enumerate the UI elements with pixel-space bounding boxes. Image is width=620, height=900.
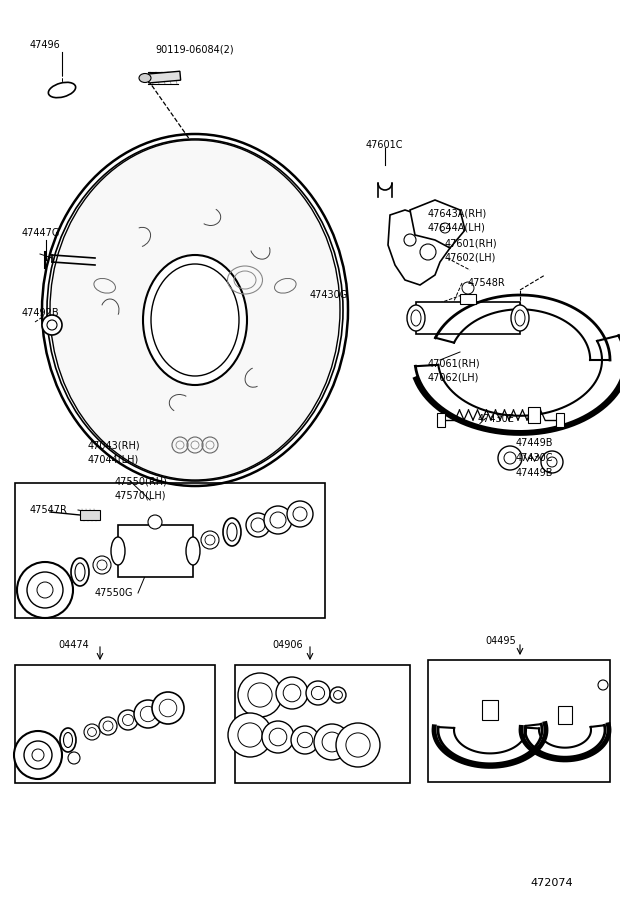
Bar	[15, 665, 215, 783]
Bar	[416, 302, 520, 334]
Circle shape	[314, 724, 350, 760]
Ellipse shape	[407, 305, 425, 331]
Circle shape	[287, 501, 313, 527]
Circle shape	[148, 515, 162, 529]
Ellipse shape	[223, 518, 241, 546]
Text: 47449B: 47449B	[516, 468, 554, 478]
Text: 04474: 04474	[58, 640, 89, 650]
Text: 47548R: 47548R	[468, 278, 506, 288]
Circle shape	[17, 562, 73, 618]
Ellipse shape	[186, 537, 200, 565]
Ellipse shape	[139, 74, 151, 83]
Text: 47644A(LH): 47644A(LH)	[428, 223, 486, 233]
Circle shape	[68, 752, 80, 764]
Text: 47044(LH): 47044(LH)	[88, 455, 140, 465]
Circle shape	[498, 446, 522, 470]
Bar	[15, 483, 325, 618]
Circle shape	[330, 687, 346, 703]
Ellipse shape	[511, 305, 529, 331]
Text: 47447G: 47447G	[22, 228, 60, 238]
Text: 47043(RH): 47043(RH)	[88, 440, 141, 450]
Text: 47430E: 47430E	[478, 414, 515, 424]
Circle shape	[118, 710, 138, 730]
Text: 47643A(RH): 47643A(RH)	[428, 208, 487, 218]
Text: 47062(LH): 47062(LH)	[428, 373, 479, 383]
Circle shape	[152, 692, 184, 724]
Circle shape	[201, 531, 219, 549]
Bar	[235, 665, 410, 783]
Text: 47601(RH): 47601(RH)	[445, 238, 498, 248]
Text: 47061(RH): 47061(RH)	[428, 358, 480, 368]
Text: 47430G: 47430G	[310, 290, 348, 300]
Text: 47550G: 47550G	[95, 588, 133, 598]
Circle shape	[264, 506, 292, 534]
Text: 47547R: 47547R	[30, 505, 68, 515]
Bar	[482, 700, 498, 720]
Circle shape	[336, 723, 380, 767]
Circle shape	[84, 724, 100, 740]
Ellipse shape	[60, 728, 76, 752]
Bar	[428, 660, 610, 782]
Ellipse shape	[71, 558, 89, 586]
Polygon shape	[410, 200, 465, 248]
Circle shape	[228, 713, 272, 757]
Circle shape	[93, 556, 111, 574]
Circle shape	[541, 451, 563, 473]
Circle shape	[14, 731, 62, 779]
Text: 47602(LH): 47602(LH)	[445, 253, 497, 263]
Circle shape	[276, 677, 308, 709]
Circle shape	[291, 726, 319, 754]
Polygon shape	[388, 210, 450, 285]
Text: 47570(LH): 47570(LH)	[115, 491, 167, 501]
Circle shape	[42, 315, 62, 335]
Text: 90119-06084(2): 90119-06084(2)	[155, 45, 234, 55]
Bar	[148, 71, 180, 83]
Ellipse shape	[143, 255, 247, 385]
Circle shape	[99, 717, 117, 735]
Text: 472074: 472074	[530, 878, 573, 888]
Text: 04906: 04906	[272, 640, 303, 650]
Ellipse shape	[50, 140, 340, 480]
Bar	[118, 525, 193, 577]
Circle shape	[262, 721, 294, 753]
Text: 47492B: 47492B	[22, 308, 60, 318]
Circle shape	[134, 700, 162, 728]
Circle shape	[306, 681, 330, 705]
Bar	[80, 510, 100, 520]
Circle shape	[246, 513, 270, 537]
Text: 47496: 47496	[30, 40, 61, 50]
Text: 47430C: 47430C	[516, 453, 554, 463]
Circle shape	[238, 673, 282, 717]
Bar	[437, 413, 445, 427]
Bar	[556, 413, 564, 427]
Text: 47601C: 47601C	[366, 140, 404, 150]
Bar	[460, 294, 476, 304]
Ellipse shape	[111, 537, 125, 565]
Text: 47449B: 47449B	[516, 438, 554, 448]
Bar	[558, 706, 572, 724]
Bar	[528, 407, 540, 423]
Text: 04495: 04495	[485, 636, 516, 646]
Text: 47550(RH): 47550(RH)	[115, 476, 168, 486]
